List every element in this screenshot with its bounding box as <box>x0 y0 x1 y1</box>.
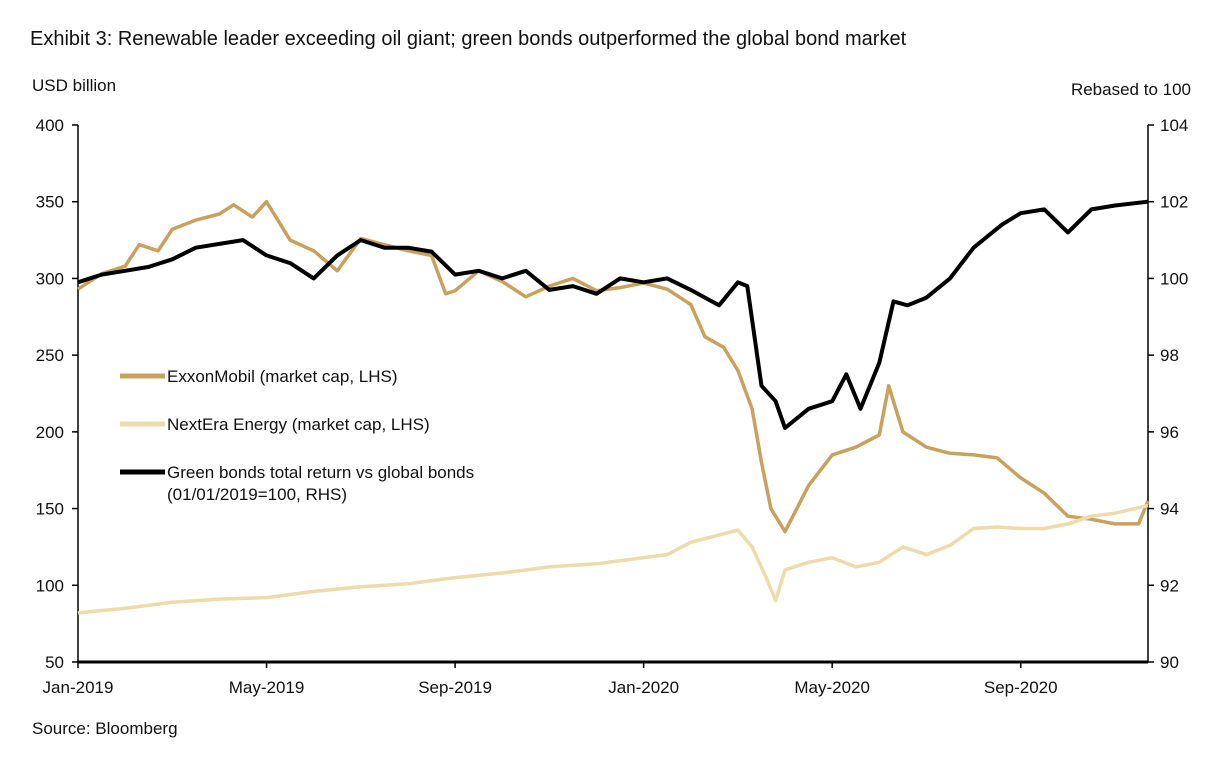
source-note: Source: Bloomberg <box>32 719 178 738</box>
left-tick-label: 100 <box>36 576 64 595</box>
x-tick-label: May-2020 <box>794 678 870 697</box>
left-tick-label: 50 <box>45 653 64 672</box>
x-tick-label: May-2019 <box>229 678 305 697</box>
right-tick-label: 104 <box>1160 116 1188 135</box>
left-tick-label: 350 <box>36 193 64 212</box>
left-tick-label: 200 <box>36 423 64 442</box>
chart-title: Exhibit 3: Renewable leader exceeding oi… <box>30 28 907 50</box>
legend-label-2: Green bonds total return vs global bonds… <box>167 463 474 504</box>
right-tick-label: 100 <box>1160 269 1188 288</box>
left-axis-label: USD billion <box>32 76 117 95</box>
left-tick-label: 300 <box>36 269 64 288</box>
x-tick-label: Jan-2020 <box>608 678 679 697</box>
x-tick-label: Sep-2019 <box>418 678 492 697</box>
right-tick-label: 102 <box>1160 193 1188 212</box>
left-tick-label: 400 <box>36 116 64 135</box>
series-line-0 <box>77 199 1150 534</box>
x-tick-label: Sep-2020 <box>984 678 1058 697</box>
right-tick-label: 96 <box>1160 423 1179 442</box>
left-tick-label: 250 <box>36 346 64 365</box>
legend-label-1: NextEra Energy (market cap, LHS) <box>167 415 430 434</box>
x-tick-label: Jan-2019 <box>43 678 114 697</box>
right-tick-label: 90 <box>1160 653 1179 672</box>
right-tick-label: 98 <box>1160 346 1179 365</box>
right-tick-label: 92 <box>1160 576 1179 595</box>
left-tick-label: 150 <box>36 500 64 519</box>
right-axis-label: Rebased to 100 <box>1070 80 1191 99</box>
series-line-1 <box>77 503 1149 615</box>
right-tick-label: 94 <box>1160 500 1179 519</box>
legend-label-0: ExxonMobil (market cap, LHS) <box>167 367 398 386</box>
series-line-2 <box>77 199 1149 430</box>
